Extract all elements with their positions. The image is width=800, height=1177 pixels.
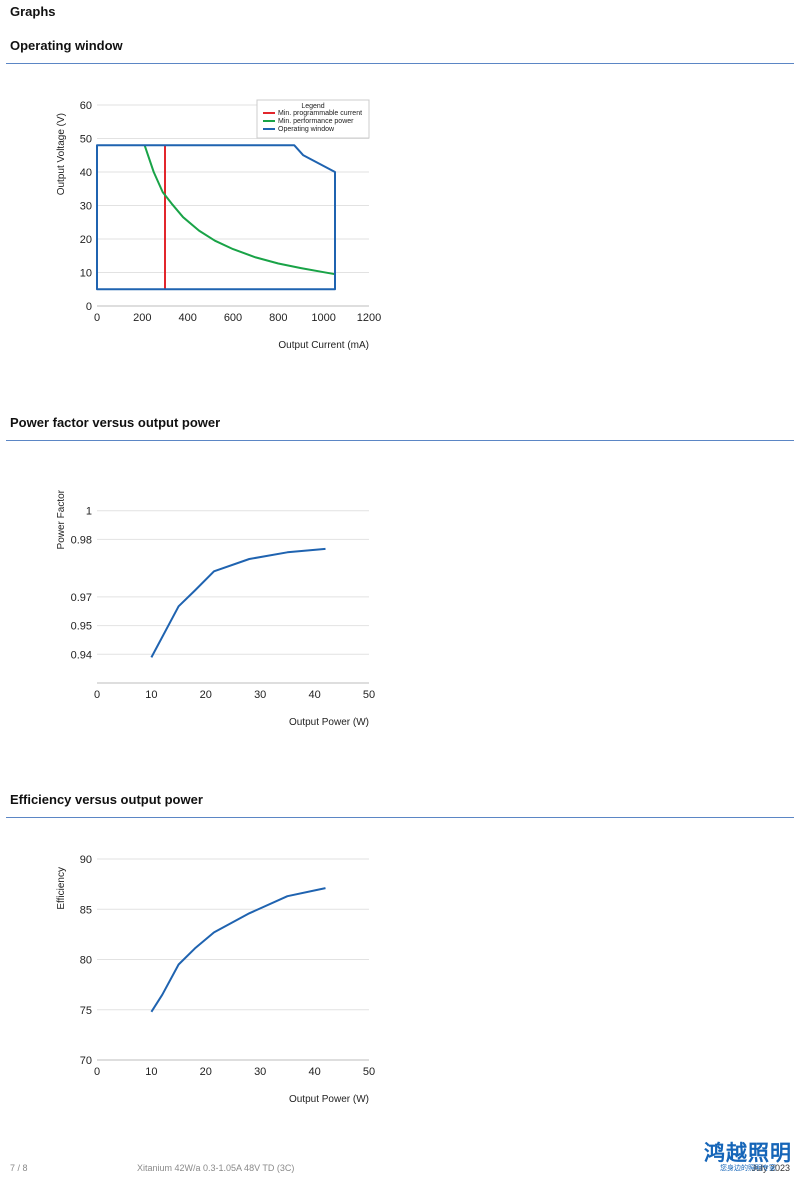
x-tick-label: 0 — [94, 689, 100, 701]
x-tick-label: 30 — [254, 689, 266, 701]
y-tick-label: 60 — [80, 100, 92, 112]
x-tick-label: 50 — [363, 1066, 375, 1078]
y-tick-label: 10 — [80, 268, 92, 280]
x-tick-label: 20 — [200, 1066, 212, 1078]
x-tick-label: 10 — [145, 689, 157, 701]
x-tick-label: 1200 — [357, 312, 381, 324]
y-tick-label: 80 — [80, 955, 92, 967]
y-axis-label: Output Voltage (V) — [56, 113, 67, 195]
y-axis-label: Efficiency — [56, 867, 67, 910]
x-tick-label: 400 — [178, 312, 196, 324]
legend-title: Legend — [301, 103, 324, 110]
section-title-operating-window: Operating window — [10, 38, 123, 53]
page-heading: Graphs — [10, 4, 56, 19]
watermark-logo: 鸿越照明 您身边的照明专家 — [704, 1143, 792, 1172]
y-tick-label: 0.95 — [71, 621, 92, 633]
x-tick-label: 800 — [269, 312, 287, 324]
footer-date: July 2023 — [751, 1163, 790, 1173]
section-rule — [6, 440, 794, 441]
x-tick-label: 40 — [308, 1066, 320, 1078]
watermark-sub-text: 您身边的照明专家 — [720, 1164, 776, 1172]
chart-efficiency: 70 75 80 85 90 0 10 20 30 40 50 Output Power (W) Eff… — [56, 854, 375, 1105]
y-tick-label: 1 — [86, 506, 92, 518]
section-rule — [6, 817, 794, 818]
x-tick-label: 20 — [200, 689, 212, 701]
x-tick-label: 50 — [363, 689, 375, 701]
x-tick-label: 1000 — [311, 312, 335, 324]
legend-entry: Min. programmable current — [278, 110, 362, 117]
y-tick-label: 85 — [80, 904, 92, 916]
y-tick-label: 30 — [80, 201, 92, 213]
x-tick-label: 0 — [94, 312, 100, 324]
x-tick-label: 40 — [308, 689, 320, 701]
x-axis-label: Output Power (W) — [289, 1094, 369, 1105]
legend-box — [256, 99, 370, 139]
x-tick-label: 0 — [94, 1066, 100, 1078]
y-tick-label: 0.97 — [71, 592, 92, 604]
y-tick-label: 50 — [80, 134, 92, 146]
series-line-operating-window — [96, 144, 336, 291]
section-rule — [6, 63, 794, 64]
x-axis-label: Output Current (mA) — [278, 340, 369, 351]
y-tick-label: 0 — [86, 301, 92, 313]
series-line — [150, 547, 326, 658]
y-tick-label: 20 — [80, 234, 92, 246]
x-tick-label: 10 — [145, 1066, 157, 1078]
legend-entry: Min. performance power — [278, 118, 354, 125]
legend-entry: Operating window — [278, 126, 335, 133]
y-tick-label: 0.94 — [71, 649, 92, 661]
x-tick-label: 200 — [133, 312, 151, 324]
y-tick-label: 0.98 — [71, 534, 92, 546]
series-line — [150, 887, 326, 1013]
y-tick-label: 70 — [80, 1055, 92, 1067]
footer-page-number: 7 / 8 — [10, 1163, 28, 1173]
x-tick-label: 600 — [224, 312, 242, 324]
section-title-efficiency: Efficiency versus output power — [10, 792, 203, 807]
watermark-main-text: 鸿越照明 — [704, 1141, 792, 1165]
y-tick-label: 40 — [80, 167, 92, 179]
footer-product-name: Xitanium 42W/a 0.3-1.05A 48V TD (3C) — [137, 1163, 295, 1173]
x-axis-label: Output Power (W) — [289, 717, 369, 728]
y-axis-label: Power Factor — [56, 489, 67, 549]
section-title-power-factor: Power factor versus output power — [10, 415, 221, 430]
y-tick-label: 75 — [80, 1005, 92, 1017]
series-line-min-performance-power — [143, 144, 336, 276]
x-tick-label: 30 — [254, 1066, 266, 1078]
y-tick-label: 90 — [80, 854, 92, 866]
